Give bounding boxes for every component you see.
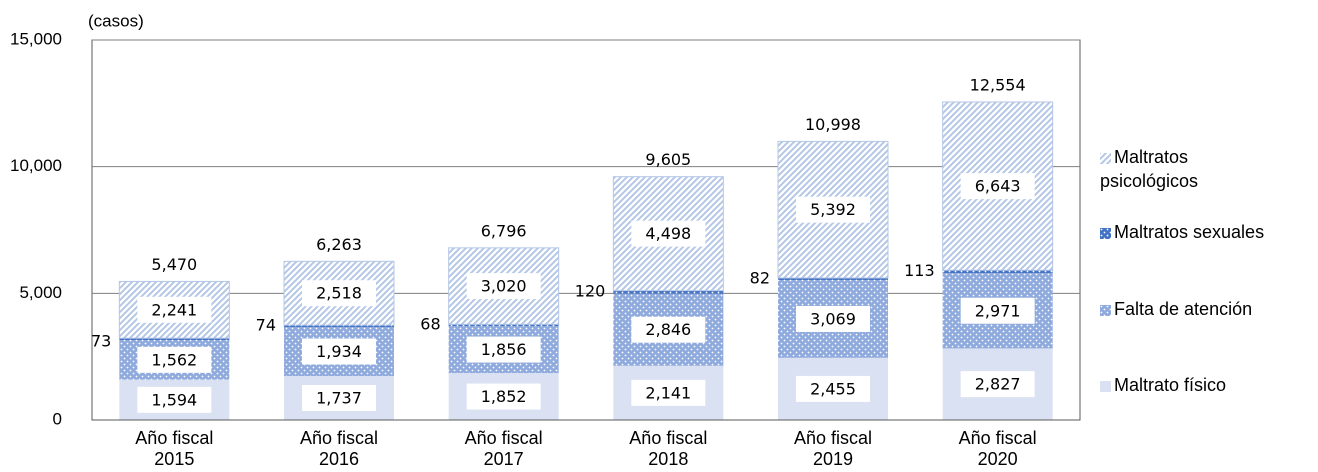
x-tick-label: Año fiscal 2018 (629, 428, 708, 469)
value-label: 68 (420, 315, 440, 334)
x-tick-label: Año fiscal 2020 (958, 428, 1037, 469)
legend-item: Maltratos psicológicos (1100, 145, 1250, 193)
value-label: 73 (91, 332, 111, 351)
bar-segment (942, 270, 1053, 274)
value-label: 1,594 (151, 390, 197, 409)
total-label: 9,605 (645, 150, 691, 169)
legend-label: Maltrato físico (1114, 375, 1227, 395)
legend-swatch (1100, 304, 1111, 316)
x-tick-label: Año fiscal 2016 (299, 428, 379, 469)
legend-swatch-fill (1100, 152, 1111, 164)
value-label: 120 (575, 282, 606, 301)
label-box (960, 173, 1035, 200)
label-box (466, 273, 541, 300)
total-label: 6,796 (481, 221, 527, 240)
legend-item: Maltrato físico (1100, 373, 1310, 397)
value-label: 2,971 (975, 301, 1021, 320)
legend-swatch (1100, 152, 1111, 164)
legend-item: Maltratos sexuales (1100, 220, 1310, 244)
total-label: 12,554 (970, 75, 1026, 94)
x-tick-label: Año fiscal 2015 (135, 428, 214, 469)
value-label: 1,737 (316, 388, 362, 407)
value-label: 4,498 (645, 224, 691, 243)
y-tick-label: 10,000 (10, 156, 62, 175)
value-label: 3,069 (810, 309, 856, 328)
label-box (466, 383, 541, 410)
total-label: 5,470 (151, 255, 197, 274)
bar-segment (448, 324, 559, 327)
value-label: 6,643 (975, 177, 1021, 196)
legend-item: Falta de atención (1100, 297, 1310, 321)
total-label: 10,998 (805, 115, 861, 134)
label-box (796, 375, 870, 402)
label-box (137, 386, 212, 413)
x-tick-label: Año fiscal 2019 (793, 428, 873, 469)
value-label: 74 (256, 316, 276, 335)
x-tick-label: Año fiscal 2017 (464, 428, 543, 469)
legend-swatch-fill (1100, 304, 1111, 316)
y-tick-label: 15,000 (10, 29, 62, 48)
label-box (960, 371, 1035, 398)
label-box (137, 296, 212, 323)
value-label: 1,856 (481, 340, 527, 359)
label-box (302, 384, 376, 411)
y-axis-label: (casos) (88, 11, 144, 30)
bar-segment (778, 277, 888, 281)
value-label: 1,934 (316, 342, 362, 361)
value-label: 1,852 (481, 387, 527, 406)
legend-label: Maltratos psicológicos (1100, 147, 1199, 191)
legend-swatch (1100, 227, 1111, 239)
value-label: 113 (904, 261, 935, 280)
label-box (137, 346, 212, 373)
legend-swatch (1100, 380, 1111, 392)
label-box (631, 316, 706, 343)
label-box (631, 379, 706, 406)
legend-swatch-fill (1100, 227, 1111, 239)
legend-swatch-fill (1100, 380, 1111, 392)
y-tick-label: 0 (53, 409, 62, 428)
bar-segment (613, 290, 724, 294)
value-label: 1,562 (151, 350, 197, 369)
label-box (302, 338, 376, 365)
value-label: 5,392 (810, 200, 856, 219)
bar-segment (119, 338, 230, 341)
value-label: 2,827 (975, 375, 1021, 394)
value-label: 2,241 (151, 300, 197, 319)
label-box (302, 280, 376, 307)
label-box (960, 297, 1035, 324)
value-label: 2,518 (316, 284, 362, 303)
legend-label: Falta de atención (1114, 299, 1253, 319)
legend-label: Maltratos sexuales (1114, 222, 1265, 242)
y-tick-label: 5,000 (19, 283, 62, 302)
label-box (796, 305, 870, 332)
label-box (466, 336, 541, 363)
total-label: 6,263 (316, 235, 362, 254)
value-label: 2,455 (810, 379, 856, 398)
label-box (631, 220, 706, 247)
bar-segment (284, 325, 394, 328)
value-label: 2,141 (645, 383, 691, 402)
value-label: 82 (750, 269, 770, 288)
label-box (796, 196, 870, 223)
value-label: 3,020 (481, 277, 527, 296)
plot-frame (91, 39, 1081, 421)
value-label: 2,846 (645, 320, 691, 339)
